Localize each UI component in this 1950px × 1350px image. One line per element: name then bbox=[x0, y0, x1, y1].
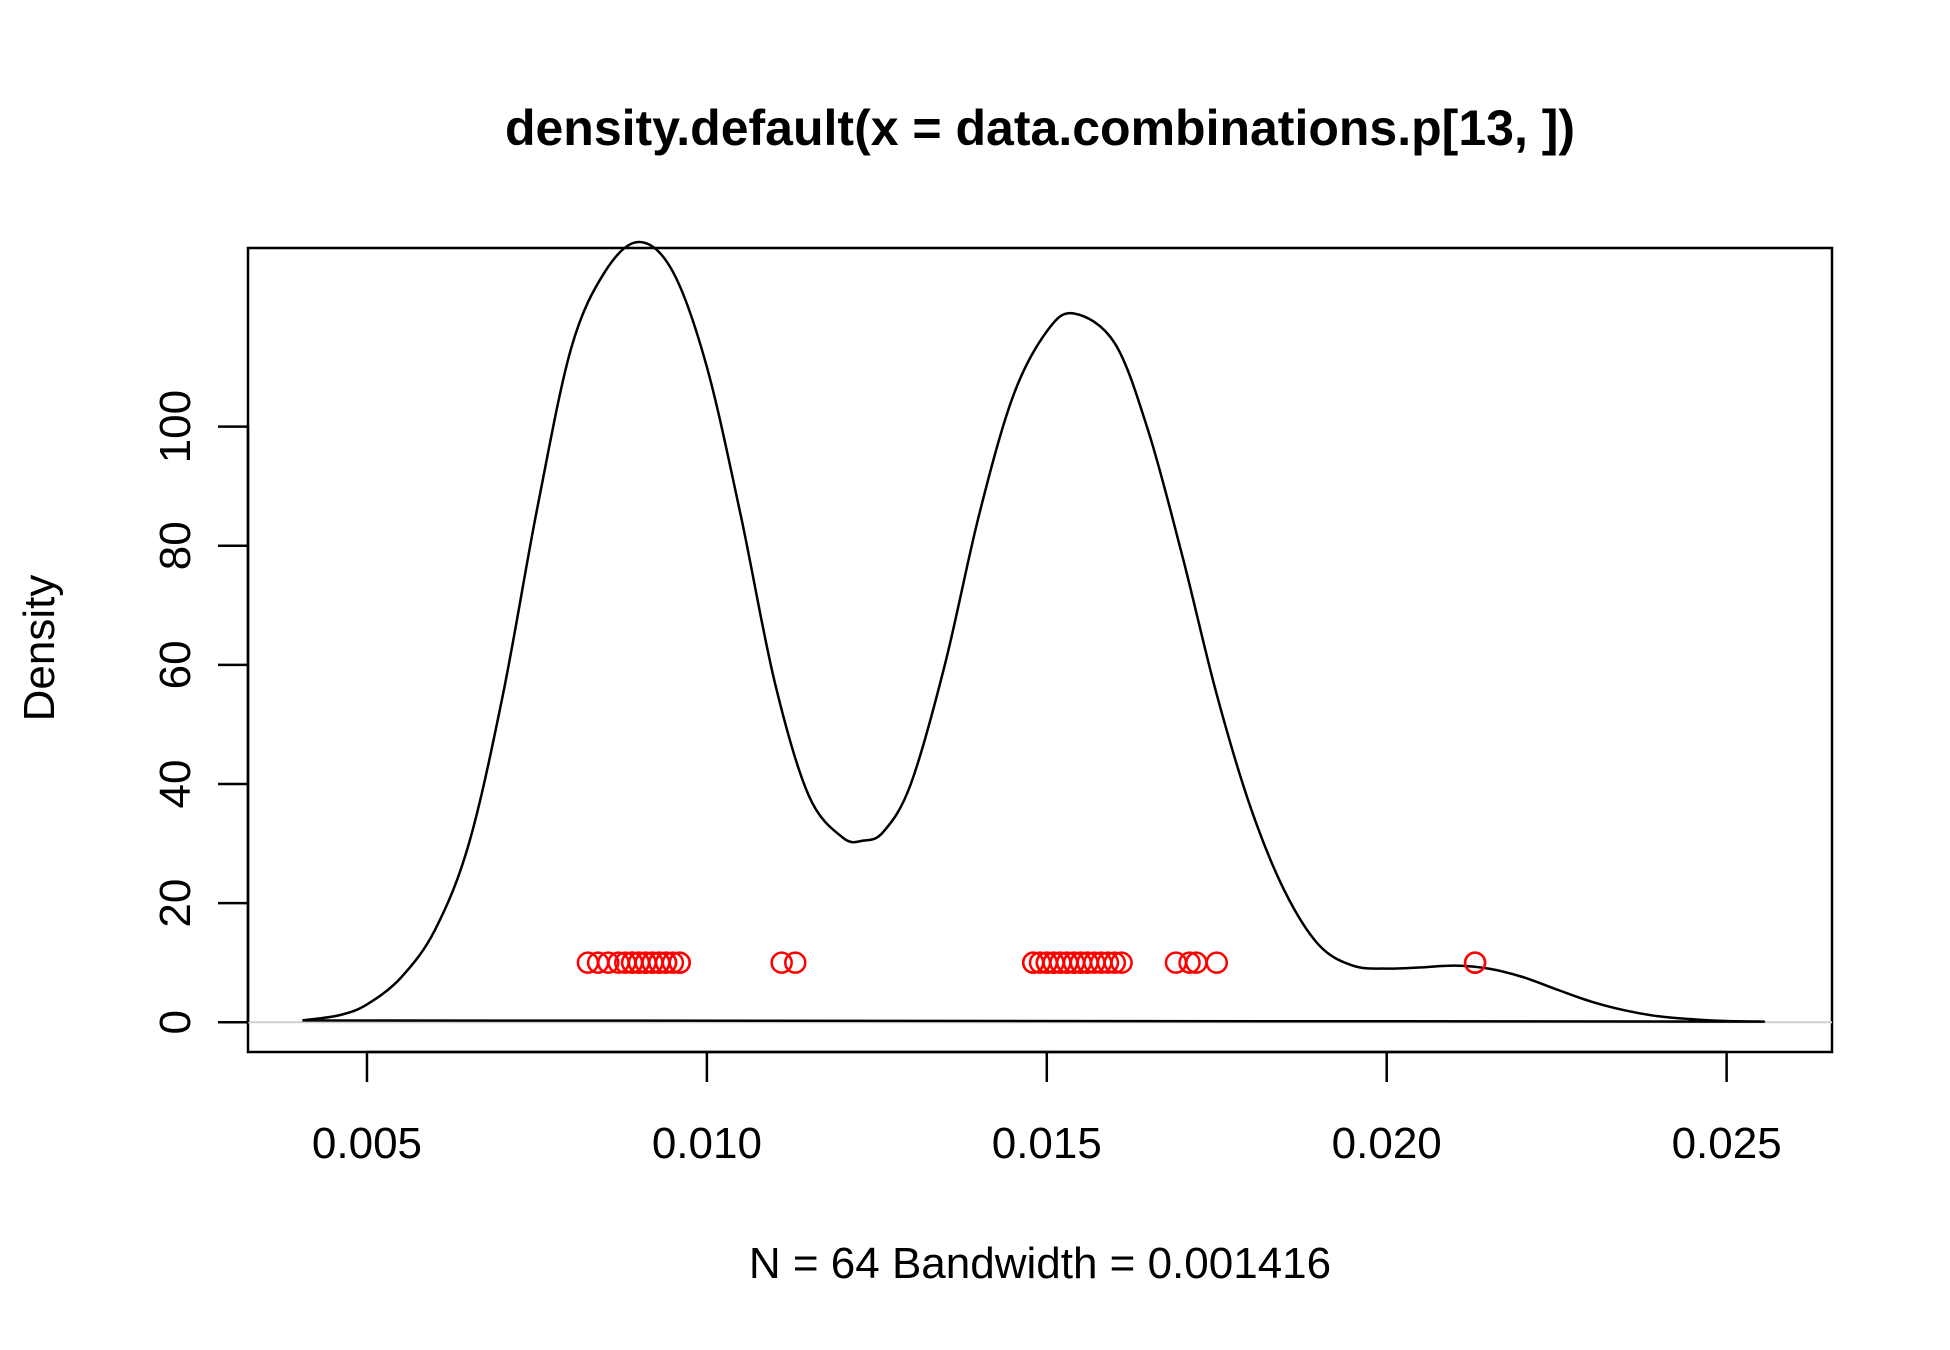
data-point bbox=[668, 951, 691, 974]
plot-frame bbox=[246, 246, 1834, 1054]
x-tick-label: 0.020 bbox=[1332, 1119, 1442, 1168]
data-point bbox=[1178, 951, 1201, 974]
data-point bbox=[1103, 951, 1127, 974]
data-point bbox=[1463, 951, 1487, 974]
data-point bbox=[1096, 951, 1120, 974]
y-axis: 0 20 40 60 80 100 bbox=[151, 390, 250, 1034]
data-point bbox=[597, 951, 620, 974]
y-tick-label: 60 bbox=[151, 640, 200, 689]
y-axis-label: Density bbox=[15, 575, 64, 722]
y-tick-label: 80 bbox=[151, 521, 200, 570]
data-point bbox=[654, 951, 678, 974]
x-axis: 0.005 0.010 0.015 0.020 0.025 bbox=[312, 1050, 1782, 1168]
x-axis-label: N = 64 Bandwidth = 0.001416 bbox=[749, 1239, 1331, 1288]
y-tick-label: 0 bbox=[151, 1010, 200, 1034]
y-tick-label: 20 bbox=[151, 879, 200, 928]
data-point bbox=[1205, 951, 1229, 974]
y-tick-label: 100 bbox=[151, 390, 200, 463]
data-point bbox=[784, 951, 807, 974]
chart-title: density.default(x = data.combinations.p[… bbox=[505, 100, 1575, 156]
x-tick-label: 0.015 bbox=[992, 1119, 1102, 1168]
data-point bbox=[1110, 951, 1133, 974]
x-tick-label: 0.010 bbox=[652, 1119, 762, 1168]
y-tick-label: 40 bbox=[151, 760, 200, 809]
x-tick-label: 0.005 bbox=[312, 1119, 422, 1168]
data-point bbox=[770, 951, 793, 974]
rug-points-layer bbox=[576, 951, 1487, 974]
density-curve-layer bbox=[302, 240, 1766, 1023]
density-curve bbox=[302, 240, 1766, 1023]
x-tick-label: 0.025 bbox=[1672, 1119, 1782, 1168]
data-point bbox=[661, 951, 685, 974]
